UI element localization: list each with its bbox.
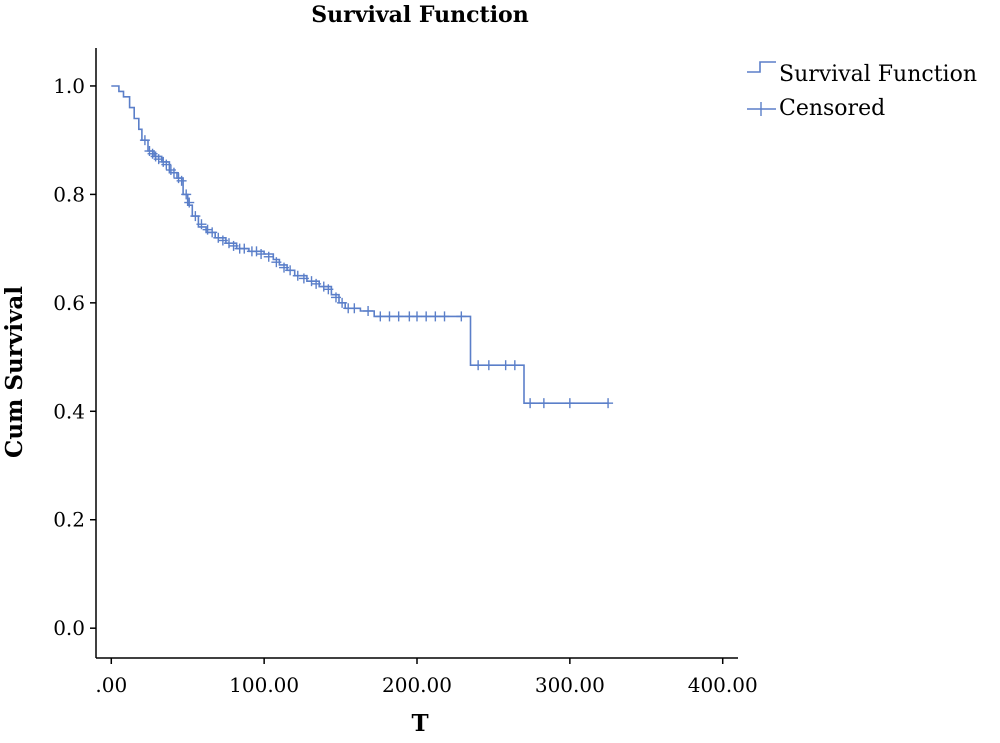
censored-marker [279,262,290,273]
censored-marker [228,240,239,251]
x-tick-label: 400.00 [688,673,758,697]
censored-marker [525,398,536,409]
censored-marker [181,189,192,200]
y-tick-label: 0.0 [53,616,85,640]
x-tick-label: .00 [95,673,127,697]
plot-area [111,85,614,409]
legend-label-survival-function: Survival Function [779,62,977,87]
y-tick-label: 0.8 [53,182,85,206]
censored-marker [256,249,267,260]
y-axis-ticks: 0.0 0.2 0.4 0.6 0.8 1.0 [53,74,96,640]
x-tick-label: 300.00 [535,673,605,697]
survival-function-line [111,85,609,404]
censored-marker [139,135,150,146]
censored-marker [298,273,309,284]
y-tick-label: 0.4 [53,399,85,423]
censored-marker [500,360,511,371]
censored-marker [184,197,195,208]
censored-marker [483,360,494,371]
censored-marker [603,398,614,409]
censored-marker [176,175,187,186]
censored-marker [363,305,374,316]
censored-marker [306,276,317,287]
censored-marker [190,211,201,222]
x-tick-label: 200.00 [382,673,452,697]
censored-marker [349,303,360,314]
censored-marker [161,159,172,170]
y-tick-label: 0.6 [53,291,85,315]
censored-marker [473,360,484,371]
x-axis-label: T [411,710,428,737]
chart-title: Survival Function [311,2,528,28]
censored-marker [323,284,334,295]
censored-marker [564,398,575,409]
censored-marker [330,292,341,303]
censored-marker [168,167,179,178]
censored-marker [456,311,467,322]
censored-marker [439,311,450,322]
censored-marker [337,297,348,308]
censored-marker [239,243,250,254]
legend-label-censored: Censored [779,96,885,121]
legend-censor-marker-icon [747,102,776,116]
y-tick-label: 0.2 [53,508,85,532]
axes [95,48,738,659]
censored-marker [196,219,207,230]
censored-marker [207,227,218,238]
censored-marker [430,311,441,322]
legend: Survival Function Censored [747,61,977,121]
censored-marker [384,311,395,322]
censored-marker [318,281,329,292]
censored-marker [271,257,282,268]
censored-marker [285,265,296,276]
y-tick-label: 1.0 [53,74,85,98]
legend-step-line-icon [747,61,776,73]
x-tick-label: 100.00 [229,673,299,697]
censored-marker [292,270,303,281]
y-axis-label: Cum Survival [1,286,28,458]
x-axis-ticks: .00 100.00 200.00 300.00 400.00 [95,658,758,697]
censored-marker [263,251,274,262]
censored-marker [217,235,228,246]
censored-marker [412,311,422,322]
censored-marker [311,278,322,289]
censored-marker [538,398,549,409]
censored-marker [509,360,520,371]
censored-marker [251,246,262,257]
censored-marker [421,311,432,322]
censored-marker [375,311,386,322]
censored-marker [393,311,404,322]
